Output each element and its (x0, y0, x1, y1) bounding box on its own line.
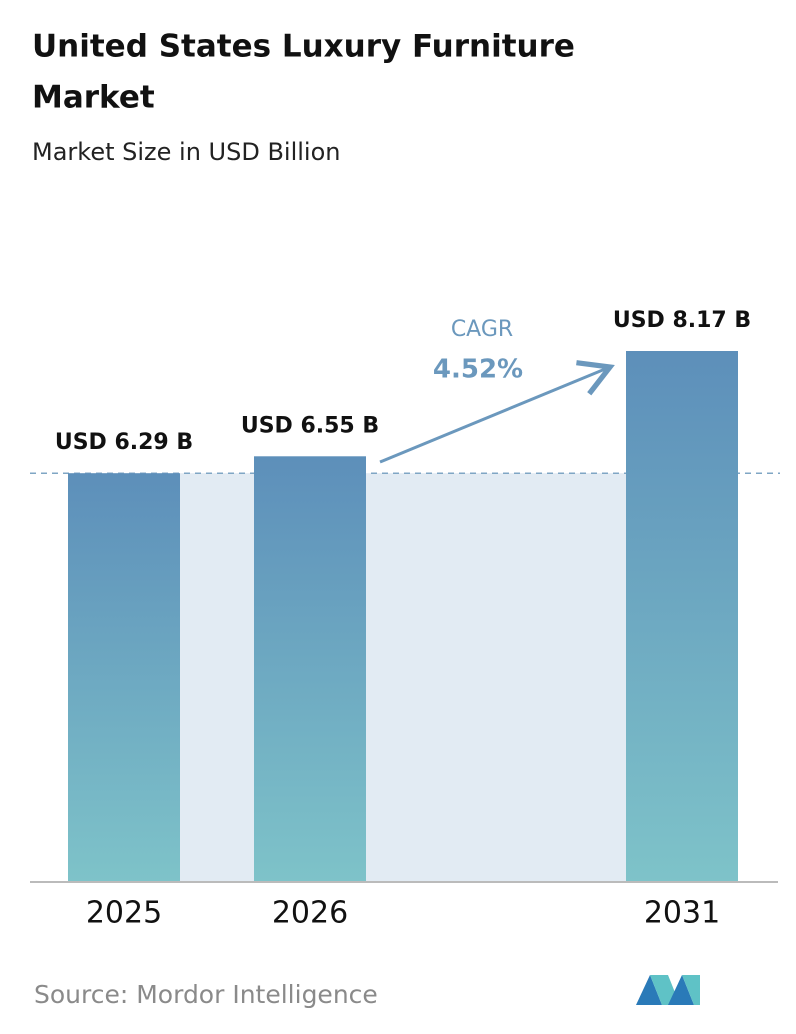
cagr-value: 4.52% (433, 355, 523, 385)
x-tick-label: 2026 (272, 896, 348, 931)
chart-title: United States Luxury Furniture (32, 29, 575, 65)
bar (626, 351, 738, 882)
value-label: USD 6.55 B (241, 413, 379, 438)
x-tick-label: 2025 (86, 896, 162, 931)
source: Source: Mordor Intelligence (34, 980, 378, 1009)
bar (68, 473, 180, 882)
chart-title: Market (32, 80, 155, 116)
value-label: USD 8.17 B (613, 308, 751, 333)
cagr-arrow (379, 360, 615, 464)
logo (636, 975, 700, 1005)
x-tick-label: 2031 (644, 896, 720, 931)
chart-subtitle: Market Size in USD Billion (32, 138, 340, 166)
cagr-label: CAGR (451, 317, 513, 342)
bar (254, 456, 366, 882)
reference-area (180, 473, 626, 882)
plot-area (30, 351, 780, 882)
value-label: USD 6.29 B (55, 430, 193, 455)
